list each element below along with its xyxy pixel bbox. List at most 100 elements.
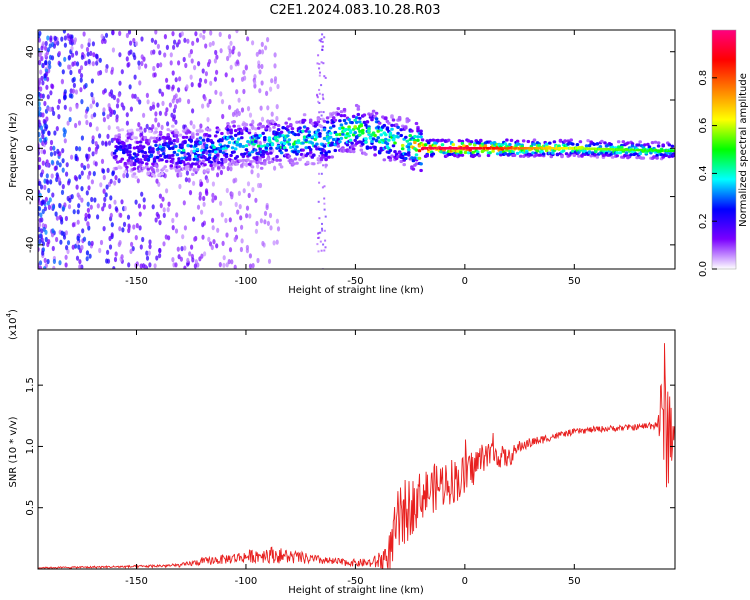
top-x-axis-label: Height of straight line (km) <box>288 285 424 296</box>
heat-cell <box>135 140 140 144</box>
heat-cell <box>322 164 325 167</box>
heat-cell <box>114 166 118 170</box>
heat-cell <box>320 40 322 43</box>
heat-cell <box>322 62 325 65</box>
heat-cell <box>150 37 154 43</box>
svg-text:(x104): (x104) <box>5 309 19 340</box>
heat-cell <box>194 162 198 166</box>
heat-cell <box>168 146 172 151</box>
heat-cell <box>650 141 655 145</box>
heat-cell <box>38 222 42 228</box>
heat-cell <box>71 244 75 250</box>
heat-cell <box>426 141 431 145</box>
heat-cell <box>46 179 50 185</box>
heat-cell <box>120 102 124 108</box>
heat-cell <box>39 265 43 269</box>
heat-cell <box>323 75 326 78</box>
heat-cell <box>316 243 319 246</box>
heat-cell <box>125 172 129 179</box>
heat-cell <box>47 187 51 194</box>
heat-cell <box>318 102 321 104</box>
heat-cell <box>635 156 639 160</box>
heat-cell <box>244 64 248 70</box>
heat-cell <box>260 63 264 70</box>
heat-cell <box>266 220 270 226</box>
heat-cell <box>199 123 203 129</box>
heat-cell <box>114 251 118 257</box>
heat-cell <box>183 37 187 43</box>
heat-cell <box>266 144 270 148</box>
heat-cell <box>457 139 462 143</box>
heat-cell <box>456 149 460 153</box>
heat-cell <box>335 133 339 137</box>
heat-cell <box>245 244 249 251</box>
heat-cell <box>174 262 178 268</box>
heat-cell <box>184 62 188 69</box>
heat-cell <box>448 152 453 156</box>
heat-cell <box>79 87 83 93</box>
heat-cell <box>251 187 255 193</box>
heat-cell <box>261 155 266 159</box>
heat-cell <box>321 45 324 48</box>
heat-cell <box>331 124 336 128</box>
heat-cell <box>571 142 575 146</box>
heat-cell <box>351 114 356 118</box>
heat-cell <box>364 140 368 144</box>
heat-cell <box>121 227 125 233</box>
heat-cell <box>151 162 155 166</box>
heat-cell <box>316 162 319 165</box>
heat-cell <box>80 135 84 141</box>
heat-cell <box>165 188 169 194</box>
heat-cell <box>377 121 382 125</box>
heat-cell <box>165 77 169 83</box>
heat-cell <box>318 160 322 164</box>
heat-cell <box>127 262 131 268</box>
heat-cell <box>112 151 117 155</box>
heat-cell <box>322 96 324 99</box>
heat-cell <box>248 253 252 259</box>
heat-cell <box>255 155 259 159</box>
heat-cell <box>191 162 195 166</box>
heat-cell <box>620 145 624 149</box>
heat-cell <box>159 62 163 68</box>
heat-cell <box>610 145 615 149</box>
heat-cell <box>244 148 249 152</box>
heat-cell <box>157 122 161 128</box>
heat-cell <box>160 172 164 176</box>
heat-cell <box>143 157 148 162</box>
heat-cell <box>322 243 325 246</box>
heat-cell <box>94 141 98 147</box>
heat-cell <box>225 262 229 268</box>
heat-cell <box>241 154 246 158</box>
heat-cell <box>417 149 422 153</box>
heat-cell <box>122 173 126 179</box>
heat-cell <box>137 160 141 164</box>
heat-cell <box>38 233 43 239</box>
heat-cell <box>259 105 263 111</box>
heat-cell <box>87 240 91 246</box>
heat-cell <box>125 150 129 154</box>
heat-cell <box>324 246 327 249</box>
heat-cell <box>116 98 120 104</box>
heat-cell <box>105 184 109 190</box>
heat-cell <box>226 55 230 62</box>
heat-cell <box>180 156 184 160</box>
heat-cell <box>324 151 328 155</box>
heat-cell <box>213 134 218 138</box>
heat-cell <box>251 40 255 46</box>
heat-cell <box>63 42 67 48</box>
heat-cell <box>236 124 241 128</box>
heat-cell <box>195 168 200 172</box>
heat-cell <box>273 63 277 69</box>
heat-cell <box>471 150 476 154</box>
heat-cell <box>135 153 140 157</box>
heat-cell <box>600 139 604 143</box>
heat-cell <box>169 159 174 164</box>
heat-cell <box>206 102 210 108</box>
heat-cell <box>38 206 42 212</box>
heat-cell <box>183 265 187 269</box>
heat-cell <box>91 96 95 102</box>
heat-cell <box>154 39 158 45</box>
heat-cell <box>98 133 102 139</box>
heat-cell <box>258 122 263 126</box>
